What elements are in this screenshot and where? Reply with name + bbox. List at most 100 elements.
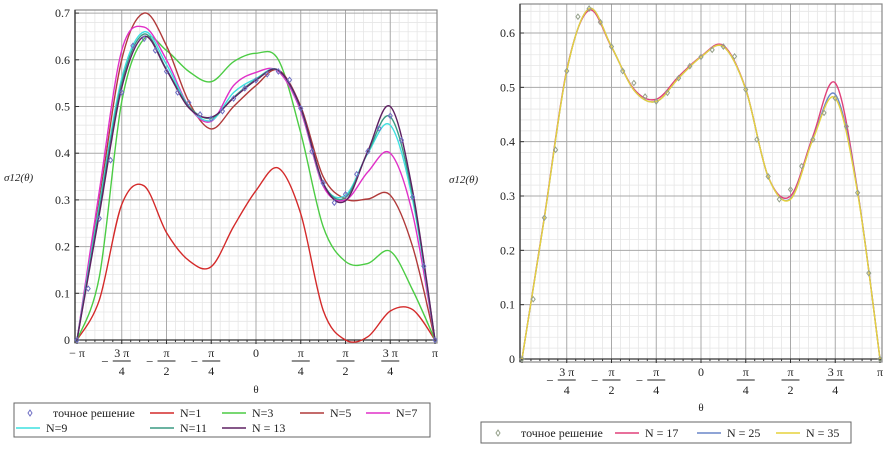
legend-label: N=1	[180, 406, 201, 420]
exact-solution-point	[242, 84, 248, 92]
exact-solution-point	[130, 42, 136, 50]
x-tick-value: 0	[698, 365, 704, 379]
x-axis-label: θ	[253, 384, 258, 396]
exact-solution-point	[275, 68, 282, 75]
y-tick-label: 0.3	[55, 193, 70, 207]
legend-item: N=9	[16, 421, 67, 435]
exact-solution-point	[620, 67, 626, 75]
exact-solution-point	[664, 89, 671, 97]
exact-solution-point	[331, 199, 337, 207]
x-tick-denominator: 4	[387, 364, 393, 378]
x-tick-sign: −	[101, 354, 108, 369]
exact-solution-point	[398, 136, 405, 144]
x-tick-value: π	[432, 346, 438, 360]
exact-solution-point	[219, 107, 226, 115]
x-tick-numerator: π	[163, 346, 169, 360]
x-tick-denominator: 4	[743, 383, 749, 397]
exact-solution-point	[731, 52, 738, 60]
exact-solution-point	[197, 111, 203, 118]
legend-label: N=5	[330, 406, 351, 420]
x-tick-denominator: 4	[298, 364, 304, 378]
legend-label: N = 35	[806, 426, 839, 440]
exact-solution-point	[421, 262, 427, 270]
x-tick-label: π2	[336, 346, 355, 378]
exact-solution-point	[698, 53, 704, 61]
x-tick-sign: −	[636, 373, 643, 388]
x-tick-label: π	[877, 365, 883, 379]
legend-item: N = 35	[776, 426, 839, 440]
exact-solution-point	[409, 193, 416, 201]
x-tick-numerator: 3 π	[828, 365, 843, 379]
exact-solution-point	[175, 89, 181, 96]
series-group	[76, 12, 436, 343]
exact-solution-point	[354, 170, 360, 178]
exact-solution-point	[642, 93, 648, 101]
exact-solution-point	[631, 79, 637, 87]
x-tick-numerator: π	[342, 346, 348, 360]
y-axis-label: σ12(θ)	[4, 172, 33, 184]
exact-solution-point	[309, 147, 315, 155]
x-tick-numerator: π	[743, 365, 749, 379]
exact-solution-point	[96, 215, 103, 222]
exact-solution-point	[264, 70, 270, 78]
x-tick-value: 0	[253, 346, 259, 360]
y-tick-label: 0.4	[55, 146, 70, 160]
legend-item: N=1	[150, 406, 201, 420]
exact-solution-point	[687, 62, 693, 70]
exact-solution-point	[107, 156, 114, 164]
exact-solution-point	[743, 86, 749, 93]
exact-solution-point	[530, 295, 536, 303]
exact-solution-point	[230, 95, 237, 102]
exact-solution-point	[754, 136, 760, 143]
legend-label: точное решение	[53, 406, 135, 420]
x-tick-value: − π	[69, 346, 85, 360]
y-tick-label: 0	[509, 352, 515, 366]
x-tick-denominator: 4	[208, 364, 214, 378]
x-tick-sign: −	[146, 354, 153, 369]
legend-label: N = 17	[645, 426, 678, 440]
exact-solution-point	[787, 186, 794, 193]
x-tick-numerator: π	[298, 346, 304, 360]
x-tick-label: π 4−	[636, 365, 666, 397]
legend-item: N = 25	[697, 426, 760, 440]
exact-solution-point	[877, 355, 883, 363]
exact-solution-point	[552, 146, 559, 154]
legend-marker-icon	[27, 409, 33, 417]
legend-item: N=3	[222, 406, 273, 420]
exact-solution-point	[810, 136, 816, 143]
y-tick-label: 0.2	[55, 240, 70, 254]
x-tick-label: π4	[736, 365, 755, 397]
legend-label: N = 13	[252, 421, 285, 435]
exact-solution-point	[799, 162, 805, 170]
exact-solution-point	[376, 125, 382, 132]
exact-solution-point	[298, 104, 304, 112]
x-tick-label: π 4−	[191, 346, 221, 378]
exact-solution-point	[286, 76, 293, 84]
legend-item: N=7	[366, 406, 417, 420]
exact-solution-point	[854, 189, 861, 197]
exact-solution-markers	[519, 5, 883, 363]
x-tick-value: π	[877, 365, 883, 379]
exact-solution-point	[843, 123, 850, 130]
exact-solution-point	[186, 99, 192, 107]
legend-item: N=11	[150, 421, 207, 435]
x-tick-numerator: π	[208, 346, 214, 360]
x-tick-label: − π	[69, 346, 85, 360]
legend-box	[480, 421, 852, 444]
y-tick-label: 0.5	[55, 100, 70, 114]
exact-solution-point	[832, 94, 838, 102]
y-tick-label: 0.6	[500, 26, 515, 40]
y-tick-label: 0.3	[500, 189, 515, 203]
exact-solution-point	[765, 173, 771, 180]
x-tick-numerator: π	[608, 365, 614, 379]
x-tick-label: 3 π4	[826, 365, 845, 397]
exact-solution-point	[163, 68, 170, 75]
legend-item: N=5	[300, 406, 351, 420]
x-tick-label: π	[432, 346, 438, 360]
exact-solution-point	[152, 47, 158, 54]
x-tick-numerator: π	[787, 365, 793, 379]
y-tick-label: 0.1	[500, 298, 515, 312]
x-tick-denominator: 4	[832, 383, 838, 397]
